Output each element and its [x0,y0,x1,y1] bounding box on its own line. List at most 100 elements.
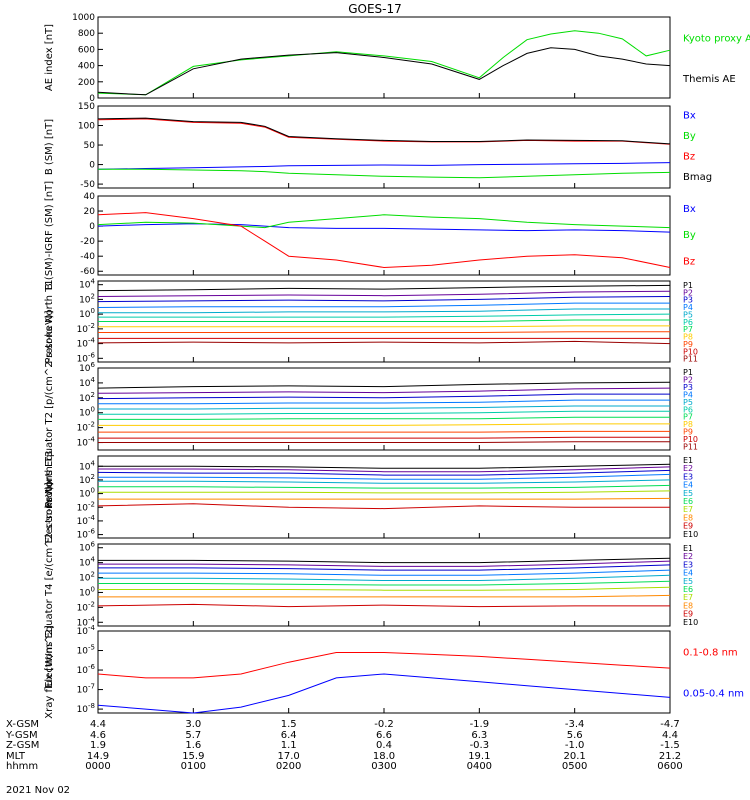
panel-5-legend-7: E8 [683,513,693,522]
panel-3-legend-5: P6 [683,318,693,327]
ephemeris-label-y-gsm: Y-GSM [6,729,38,741]
panel-4-legend-1: P2 [683,375,693,384]
ephemeris-label-z-gsm: Z-GSM [6,740,40,751]
panel-3-series-P11 [97,340,671,345]
panel-4-legend-0: P1 [683,368,693,377]
panel-3-series-P7 [98,319,670,322]
panel-6-legend-6: E7 [683,593,693,602]
panel-3-ytick-label-2: 100 [79,307,95,320]
ephemeris-value: 4.6 [90,729,106,741]
panel-4-legend-7: P8 [683,420,693,429]
ephemeris-value: -1.5 [660,740,680,751]
panel-3-ylabel: Protons North T1 [44,279,55,363]
ephemeris-value: -4.7 [660,719,680,730]
panel-1-series-By [98,168,671,179]
panel-0-ytick-label-0: 0 [89,94,95,104]
panel-4-ytick-label-5: 10-4 [77,436,96,449]
panel-0-ytick-label-2: 400 [78,62,95,72]
ephemeris-value: 6.6 [376,729,392,741]
panel-5-legend-1: E2 [683,464,693,473]
panel-4-series-P8 [98,423,670,426]
panel-6-series-E9 [97,603,670,608]
panel-4-legend-2: P3 [683,383,693,392]
panel-4-legend-10: P11 [683,443,698,452]
ephemeris-value: -1.9 [469,719,490,730]
panel-6-legend-3: E4 [683,569,693,578]
panel-5-legend-8: E9 [683,522,693,531]
ephemeris-value: 19.1 [468,750,491,762]
panel-4-legend-6: P7 [683,413,693,422]
ephemeris-label-hhmm: hhmm [6,761,39,772]
panel-2-ytick-label-2: -20 [80,237,95,247]
panel-4-ytick-label-3: 100 [79,406,95,419]
panel-4-legend-9: P10 [683,435,698,444]
panel-4-legend-3: P4 [683,390,693,399]
panel-7-ylabel: Xray flux [W/m^2] [44,625,55,719]
panel-3-legend-8: P9 [683,340,693,349]
panel-6-legend-8: E9 [683,610,693,619]
ephemeris-value: 0100 [180,761,207,772]
ephemeris-value: 6.3 [471,729,488,741]
panel-6-series-E3 [98,564,671,571]
ephemeris-value: -1.0 [564,740,585,751]
ephemeris-value: 15.9 [182,750,205,762]
panel-4-series-P10 [98,436,670,439]
panel-1-frame [97,105,671,189]
panel-3-legend-7: P8 [683,333,693,342]
panel-5-legend-9: E10 [683,530,698,539]
panel-6-series-E2 [98,560,671,567]
panel-3-series-P3 [97,296,671,303]
panel-7-ytick-label-3: 10-7 [77,683,95,696]
panel-5-ytick-label-0: 104 [79,459,95,472]
panel-4-series-P11 [98,441,670,443]
panel-3-legend-2: P3 [683,296,693,305]
panel-1-ytick-label-0: -50 [80,180,95,190]
ephemeris-value: 4.4 [90,719,106,730]
panel-3-legend-4: P5 [683,310,693,319]
panel-4-series-P5 [98,405,670,410]
panel-7-ytick-label-4: 10-8 [77,702,95,715]
panel-0-ytick-label-3: 600 [78,45,95,55]
panel-6-ytick-label-1: 104 [79,556,95,569]
panel-3-legend-6: P7 [683,325,693,334]
panel-3-ytick-label-4: 10-4 [77,337,96,350]
ephemeris-label-x-gsm: X-GSM [6,719,40,730]
ephemeris-value: 5.7 [185,729,202,741]
panel-7-ytick-label-0: 10-4 [77,624,96,637]
panel-3-series-P9 [98,331,670,333]
ephemeris-value: 4.4 [662,729,678,741]
ephemeris-value: 0000 [85,761,111,772]
panel-5-legend-3: E4 [683,481,693,490]
panel-4-legend-8: P9 [683,428,693,437]
panel-1-ytick-label-1: 0 [89,161,95,171]
panel-7-legend-1: 0.05-0.4 nm [683,689,744,700]
panel-4-series-P1 [97,381,671,389]
ephemeris-value: 18.0 [372,750,396,762]
panel-2-ytick-label-4: 20 [84,207,96,217]
panel-1-legend-3: Bmag [683,172,712,183]
ephemeris-value: 0500 [561,761,588,772]
ephemeris-value: 0400 [466,761,493,772]
panel-6-series-E6 [98,580,671,586]
panel-4-series-P9 [98,430,670,433]
panel-7-series-0-1-0-8-nm [97,652,671,679]
panel-3-ytick-label-5: 10-6 [77,351,96,364]
panel-6-ytick-label-2: 102 [79,571,95,584]
panel-6-ytick-label-4: 10-2 [77,600,95,613]
panel-3-legend-0: P1 [683,281,693,290]
panel-5-series-E8 [98,497,671,500]
panel-6-ylabel: Electrons Equator T4 [e/(cm^2-s-sr-keV)] [44,482,55,688]
panel-3-series-P5 [98,308,670,314]
panel-6-ytick-label-5: 10-4 [77,615,96,628]
panel-1-series-Bx [97,162,671,170]
panel-5-series-E3 [97,469,671,476]
panel-4-series-P6 [98,410,670,415]
panel-6-legend-2: E3 [683,560,693,569]
panel-2-ytick-label-0: -60 [80,267,95,277]
panel-6-legend-1: E2 [683,552,693,561]
panel-3-legend-1: P2 [683,288,693,297]
panel-2-ylabel: B (SM)-IGRF (SM) [nT] [44,181,55,290]
panel-5-series-E4 [98,473,671,480]
panel-3-ytick-label-3: 10-2 [77,322,95,335]
